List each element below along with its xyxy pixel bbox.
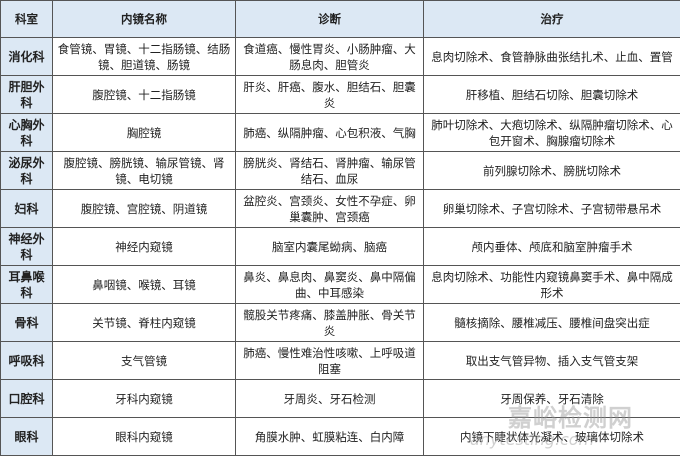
- dept-cell: 眼科: [1, 418, 53, 456]
- treatment-cell: 髓核摘除、腰椎减压、腰椎间盘突出症: [424, 304, 680, 342]
- table-row: 心胸外科胸腔镜肺癌、纵隔肿瘤、心包积液、气胸肺叶切除术、大疱切除术、纵隔肿瘤切除…: [1, 114, 680, 152]
- diagnosis-cell: 盆腔炎、宫颈炎、女性不孕症、卵巢囊肿、宫颈癌: [236, 190, 424, 228]
- header-dept: 科室: [1, 1, 53, 38]
- header-treatment: 治疗: [424, 1, 680, 38]
- table-row: 耳鼻喉科鼻咽镜、喉镜、耳镜鼻炎、鼻息肉、鼻窦炎、鼻中隔偏曲、中耳感染息肉切除术、…: [1, 266, 680, 304]
- treatment-cell: 息肉切除术、功能性内窥镜鼻窦手术、鼻中隔成形术: [424, 266, 680, 304]
- treatment-cell: 肺叶切除术、大疱切除术、纵隔肿瘤切除术、心包开窗术、胸腺瘤切除术: [424, 114, 680, 152]
- scope-cell: 胸腔镜: [53, 114, 236, 152]
- dept-cell: 妇科: [1, 190, 53, 228]
- diagnosis-cell: 肺癌、纵隔肿瘤、心包积液、气胸: [236, 114, 424, 152]
- dept-cell: 口腔科: [1, 380, 53, 418]
- dept-cell: 呼吸科: [1, 342, 53, 380]
- dept-cell: 骨科: [1, 304, 53, 342]
- diagnosis-cell: 脑室内囊尾蚴病、脑癌: [236, 228, 424, 266]
- scope-cell: 鼻咽镜、喉镜、耳镜: [53, 266, 236, 304]
- scope-cell: 腹腔镜、十二指肠镜: [53, 76, 236, 114]
- diagnosis-cell: 膀胱炎、肾结石、肾肿瘤、输尿管结石、血尿: [236, 152, 424, 190]
- scope-cell: 支气管镜: [53, 342, 236, 380]
- diagnosis-cell: 鼻炎、鼻息肉、鼻窦炎、鼻中隔偏曲、中耳感染: [236, 266, 424, 304]
- treatment-cell: 颅内垂体、颅底和脑室肿瘤手术: [424, 228, 680, 266]
- scope-cell: 腹腔镜、宫腔镜、阴道镜: [53, 190, 236, 228]
- scope-cell: 关节镜、脊柱内窥镜: [53, 304, 236, 342]
- header-scope: 内镜名称: [53, 1, 236, 38]
- treatment-cell: 牙周保养、牙石清除: [424, 380, 680, 418]
- dept-cell: 心胸外科: [1, 114, 53, 152]
- table-row: 眼科眼科内窥镜角膜水肿、虹膜粘连、白内障内镜下睫状体光凝术、玻璃体切除术: [1, 418, 680, 456]
- scope-cell: 眼科内窥镜: [53, 418, 236, 456]
- treatment-cell: 肝移植、胆结石切除、胆囊切除术: [424, 76, 680, 114]
- table-row: 口腔科牙科内窥镜牙周炎、牙石检测牙周保养、牙石清除: [1, 380, 680, 418]
- table-row: 妇科腹腔镜、宫腔镜、阴道镜盆腔炎、宫颈炎、女性不孕症、卵巢囊肿、宫颈癌卵巢切除术…: [1, 190, 680, 228]
- diagnosis-cell: 肝炎、肝癌、腹水、胆结石、胆囊炎: [236, 76, 424, 114]
- scope-cell: 牙科内窥镜: [53, 380, 236, 418]
- dept-cell: 肝胆外科: [1, 76, 53, 114]
- diagnosis-cell: 肺癌、慢性难治性咳嗽、上呼吸道阻塞: [236, 342, 424, 380]
- scope-cell: 腹腔镜、膀胱镜、输尿管镜、肾镜、电切镜: [53, 152, 236, 190]
- treatment-cell: 卵巢切除术、子宫切除术、子宫韧带悬吊术: [424, 190, 680, 228]
- treatment-cell: 取出支气管异物、插入支气管支架: [424, 342, 680, 380]
- dept-cell: 泌尿外科: [1, 152, 53, 190]
- table-row: 骨科关节镜、脊柱内窥镜髋股关节疼痛、膝盖肿胀、骨关节炎髓核摘除、腰椎减压、腰椎间…: [1, 304, 680, 342]
- diagnosis-cell: 角膜水肿、虹膜粘连、白内障: [236, 418, 424, 456]
- scope-cell: 食管镜、胃镜、十二指肠镜、结肠镜、胆道镜、肠镜: [53, 38, 236, 76]
- dept-cell: 耳鼻喉科: [1, 266, 53, 304]
- diagnosis-cell: 髋股关节疼痛、膝盖肿胀、骨关节炎: [236, 304, 424, 342]
- dept-cell: 神经外科: [1, 228, 53, 266]
- header-diagnosis: 诊断: [236, 1, 424, 38]
- table-row: 消化科食管镜、胃镜、十二指肠镜、结肠镜、胆道镜、肠镜食道癌、慢性胃炎、小肠肿瘤、…: [1, 38, 680, 76]
- header-row: 科室 内镜名称 诊断 治疗: [1, 1, 680, 38]
- table-row: 泌尿外科腹腔镜、膀胱镜、输尿管镜、肾镜、电切镜膀胱炎、肾结石、肾肿瘤、输尿管结石…: [1, 152, 680, 190]
- scope-cell: 神经内窥镜: [53, 228, 236, 266]
- table-row: 肝胆外科腹腔镜、十二指肠镜肝炎、肝癌、腹水、胆结石、胆囊炎肝移植、胆结石切除、胆…: [1, 76, 680, 114]
- diagnosis-cell: 食道癌、慢性胃炎、小肠肿瘤、大肠息肉、胆管炎: [236, 38, 424, 76]
- table-row: 神经外科神经内窥镜脑室内囊尾蚴病、脑癌颅内垂体、颅底和脑室肿瘤手术: [1, 228, 680, 266]
- diagnosis-cell: 牙周炎、牙石检测: [236, 380, 424, 418]
- dept-cell: 消化科: [1, 38, 53, 76]
- table-row: 呼吸科支气管镜肺癌、慢性难治性咳嗽、上呼吸道阻塞取出支气管异物、插入支气管支架: [1, 342, 680, 380]
- treatment-cell: 息肉切除术、食管静脉曲张结扎术、止血、置管: [424, 38, 680, 76]
- treatment-cell: 前列腺切除术、膀胱切除术: [424, 152, 680, 190]
- treatment-cell: 内镜下睫状体光凝术、玻璃体切除术: [424, 418, 680, 456]
